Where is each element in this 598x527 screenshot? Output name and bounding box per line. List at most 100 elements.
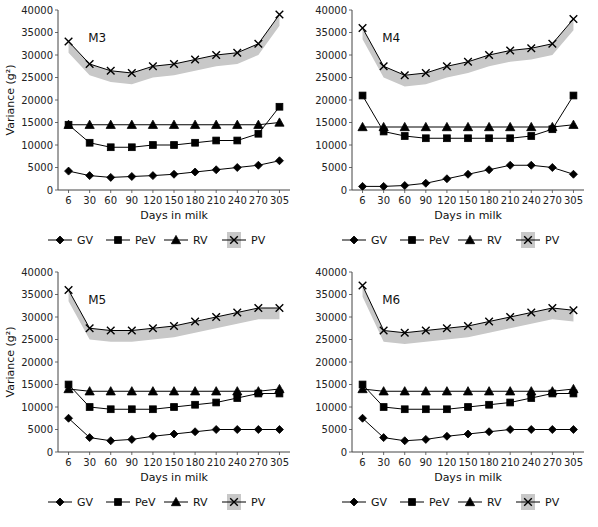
y-tick-label: 20000 — [315, 357, 347, 368]
marker — [64, 384, 73, 392]
marker — [255, 304, 263, 312]
x-tick-label: 60 — [398, 457, 411, 468]
marker — [358, 384, 367, 392]
x-tick-label: 240 — [228, 457, 247, 468]
y-tick-label: 40000 — [315, 267, 347, 278]
series-line — [363, 96, 574, 139]
marker — [212, 120, 221, 128]
marker — [233, 309, 241, 317]
x-tick-label: 180 — [186, 457, 205, 468]
marker — [506, 161, 514, 169]
marker — [401, 406, 408, 413]
x-tick-label: 30 — [377, 457, 390, 468]
marker — [443, 432, 451, 440]
y-tick-label: 15000 — [21, 379, 53, 390]
marker — [170, 60, 178, 68]
marker — [422, 327, 430, 335]
x-tick-label: 60 — [398, 195, 411, 206]
marker — [401, 133, 408, 140]
x-tick-label: 305 — [270, 195, 289, 206]
legend-label: PV — [545, 496, 560, 509]
marker — [254, 161, 262, 169]
marker — [65, 414, 73, 422]
y-tick-label: 30000 — [21, 312, 53, 323]
x-tick-label: 30 — [83, 457, 96, 468]
marker — [275, 157, 283, 165]
plot-area — [64, 286, 284, 445]
series-line — [69, 15, 280, 74]
marker — [570, 15, 578, 23]
marker — [86, 172, 94, 180]
marker — [150, 142, 157, 149]
marker — [400, 387, 409, 395]
marker — [212, 51, 220, 59]
marker — [527, 44, 535, 52]
annotation: M6 — [382, 293, 400, 307]
legend: GVPeVRVPV — [342, 232, 560, 248]
marker — [465, 404, 472, 411]
marker — [359, 414, 367, 422]
x-tick-label: 210 — [501, 457, 520, 468]
series-line — [69, 418, 280, 441]
marker — [85, 387, 94, 395]
marker — [463, 387, 472, 395]
marker — [254, 387, 263, 395]
marker — [107, 173, 115, 181]
marker — [443, 324, 451, 332]
x-tick-label: 270 — [249, 457, 268, 468]
marker — [443, 62, 451, 70]
panel: 0500010000150002000025000300003500040000… — [315, 267, 584, 511]
marker — [128, 173, 136, 181]
x-axis — [58, 190, 290, 191]
y-tick-label: 30000 — [315, 50, 347, 61]
plot-area — [64, 11, 284, 182]
x-tick-label: 305 — [270, 457, 289, 468]
marker — [422, 435, 430, 443]
marker — [213, 137, 220, 144]
marker — [528, 395, 535, 402]
x-axis-label: Days in milk — [434, 471, 502, 484]
legend-marker — [230, 498, 238, 506]
marker — [213, 399, 220, 406]
x-tick-label: 210 — [207, 195, 226, 206]
legend-marker — [115, 499, 122, 506]
y-tick-label: 20000 — [315, 95, 347, 106]
marker — [107, 406, 114, 413]
marker — [444, 406, 451, 413]
marker — [421, 387, 430, 395]
x-tick-label: 270 — [249, 195, 268, 206]
marker — [401, 329, 409, 337]
marker — [85, 120, 94, 128]
marker — [380, 327, 388, 335]
series-line — [69, 161, 280, 178]
marker — [150, 406, 157, 413]
marker — [86, 434, 94, 442]
marker — [549, 304, 557, 312]
y-tick-label: 35000 — [315, 27, 347, 38]
y-tick-label: 0 — [47, 185, 53, 196]
x-tick-label: 180 — [480, 457, 499, 468]
legend: GVPeVRVPV — [48, 232, 266, 248]
marker — [359, 24, 367, 32]
marker — [107, 67, 115, 75]
marker — [212, 426, 220, 434]
y-tick-label: 20000 — [21, 95, 53, 106]
marker — [169, 120, 178, 128]
marker — [549, 40, 557, 48]
marker — [464, 170, 472, 178]
legend-label: PV — [251, 234, 266, 247]
marker — [233, 164, 241, 172]
marker — [233, 120, 242, 128]
marker — [233, 426, 241, 434]
marker — [86, 60, 94, 68]
legend-label: GV — [371, 496, 388, 509]
marker — [275, 118, 284, 126]
x-tick-label: 120 — [437, 195, 456, 206]
marker — [192, 401, 199, 408]
y-axis — [352, 272, 353, 452]
marker — [212, 166, 220, 174]
y-tick-label: 35000 — [21, 27, 53, 38]
x-axis-label: Days in milk — [140, 209, 208, 222]
marker — [569, 426, 577, 434]
marker — [506, 387, 515, 395]
